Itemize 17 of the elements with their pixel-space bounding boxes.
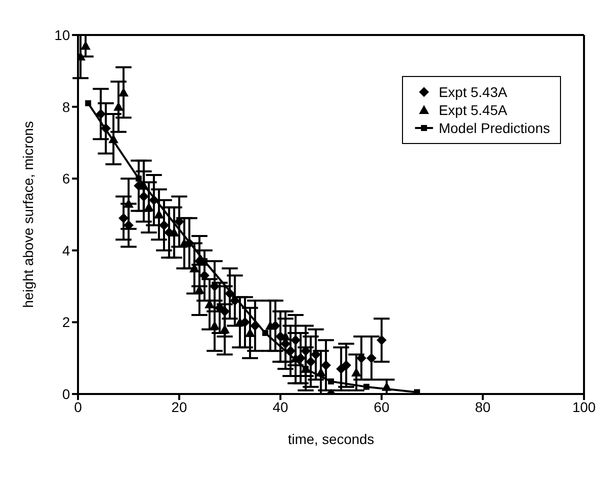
y-tick-label: 6 xyxy=(62,170,70,187)
y-tick-label: 8 xyxy=(62,98,70,115)
y-tick-label: 10 xyxy=(54,26,70,43)
legend-label: Expt 5.45A xyxy=(438,101,508,119)
x-tick-label: 0 xyxy=(74,398,82,415)
x-tick-label: 100 xyxy=(572,398,596,415)
legend-label: Expt 5.43A xyxy=(438,83,508,101)
y-tick-label: 4 xyxy=(62,242,70,258)
x-tick-label: 20 xyxy=(171,398,188,415)
x-axis-title: time, seconds xyxy=(288,431,374,447)
x-tick-label: 80 xyxy=(475,398,491,415)
y-tick-label: 0 xyxy=(62,386,70,402)
y-tick-label: 2 xyxy=(62,314,70,330)
legend-label: Model Predictions xyxy=(438,119,550,137)
x-tick-label: 40 xyxy=(272,398,288,415)
x-tick-label: 60 xyxy=(374,398,390,415)
y-axis-title: height above surface, microns xyxy=(20,121,36,308)
